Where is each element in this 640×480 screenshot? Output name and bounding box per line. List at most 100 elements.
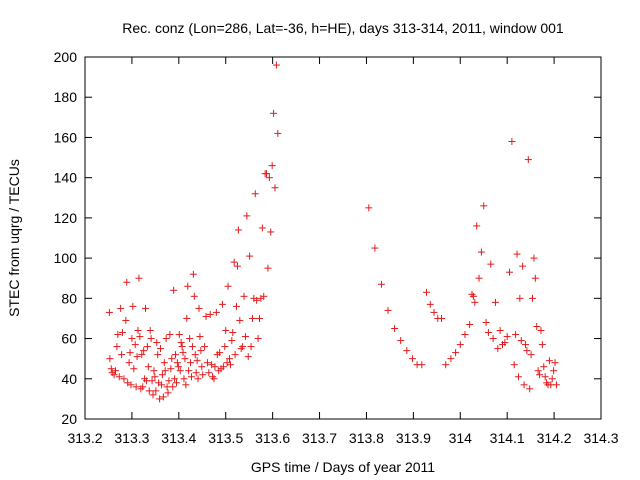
data-point: [111, 367, 119, 375]
data-point: [115, 373, 123, 381]
data-point: [517, 337, 525, 345]
data-point: [144, 363, 152, 371]
data-point: [537, 327, 545, 335]
data-point: [473, 222, 481, 230]
data-point: [475, 274, 483, 282]
data-point: [195, 304, 203, 312]
data-point: [426, 300, 434, 308]
data-point: [545, 357, 553, 365]
x-tick-label: 314.2: [537, 430, 572, 446]
data-point: [254, 335, 262, 343]
data-point: [538, 341, 546, 349]
x-tick-label: 313.6: [255, 430, 290, 446]
data-point: [224, 282, 232, 290]
data-point: [487, 260, 495, 268]
data-point: [117, 304, 125, 312]
data-point: [174, 363, 182, 371]
data-point: [154, 351, 162, 359]
data-point: [171, 375, 179, 383]
data-point: [230, 258, 238, 266]
data-point: [151, 373, 159, 381]
data-point: [508, 137, 516, 145]
data-point: [164, 389, 172, 397]
data-point: [122, 316, 130, 324]
data-point: [268, 162, 276, 170]
data-point: [120, 375, 128, 383]
data-point: [550, 367, 558, 375]
data-point: [496, 327, 504, 335]
data-point: [452, 349, 460, 357]
data-point: [216, 349, 224, 357]
data-point: [506, 268, 514, 276]
data-point: [240, 292, 248, 300]
data-point: [271, 184, 279, 192]
y-tick-label: 20: [61, 411, 77, 427]
x-tick-label: 313.7: [302, 430, 337, 446]
data-point: [222, 327, 230, 335]
data-point: [203, 359, 211, 367]
data-point: [139, 383, 147, 391]
data-point: [512, 331, 520, 339]
data-point: [253, 296, 261, 304]
x-tick-label: 314.3: [583, 430, 618, 446]
data-point: [129, 302, 137, 310]
data-point: [191, 351, 199, 359]
data-point: [267, 228, 275, 236]
data-point: [187, 373, 195, 381]
data-point: [182, 381, 190, 389]
data-point: [197, 347, 205, 355]
data-point: [491, 298, 499, 306]
data-point: [231, 351, 239, 359]
x-tick-label: 314.1: [490, 430, 525, 446]
data-point: [136, 333, 144, 341]
data-point: [184, 282, 192, 290]
x-tick-label: 314: [449, 430, 473, 446]
data-point: [118, 351, 126, 359]
data-point: [114, 331, 122, 339]
data-point: [185, 367, 193, 375]
x-tick-label: 313.8: [349, 430, 384, 446]
data-point: [519, 262, 527, 270]
data-point: [422, 288, 430, 296]
data-point: [221, 343, 229, 351]
data-point: [524, 156, 532, 164]
data-point: [158, 371, 166, 379]
data-point: [466, 320, 474, 328]
data-point: [176, 367, 184, 375]
data-point: [211, 363, 219, 371]
data-point: [260, 292, 268, 300]
data-point: [501, 339, 509, 347]
data-point: [256, 314, 264, 322]
data-point: [248, 314, 256, 322]
data-point: [552, 381, 560, 389]
data-point: [159, 393, 167, 401]
data-point: [365, 204, 373, 212]
data-point: [514, 373, 522, 381]
data-point: [246, 252, 254, 260]
data-point: [205, 369, 213, 377]
data-point: [438, 314, 446, 322]
x-tick-label: 313.2: [67, 430, 102, 446]
data-point: [126, 349, 134, 357]
data-point: [168, 355, 176, 363]
x-tick-label: 313.3: [114, 430, 149, 446]
data-point: [147, 335, 155, 343]
data-point: [397, 337, 405, 345]
data-point: [384, 306, 392, 314]
data-point: [119, 329, 127, 337]
data-point: [201, 343, 209, 351]
data-point: [157, 381, 165, 389]
data-points: [105, 61, 560, 403]
data-point: [134, 327, 142, 335]
data-point: [263, 170, 271, 178]
data-point: [149, 391, 157, 399]
data-point: [527, 351, 535, 359]
data-point: [123, 278, 131, 286]
data-point: [190, 292, 198, 300]
data-point: [270, 109, 278, 117]
data-point: [510, 361, 518, 369]
data-point: [513, 250, 521, 258]
data-point: [206, 310, 214, 318]
data-point: [167, 365, 175, 373]
